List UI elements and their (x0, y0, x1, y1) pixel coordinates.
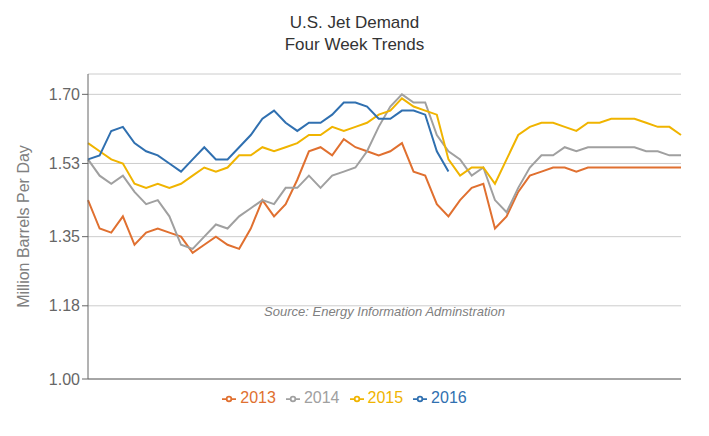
html-text:2015: 2015 (367, 389, 404, 406)
html-text:2016: 2016 (431, 389, 467, 406)
svg-text:1.53: 1.53 (49, 155, 80, 172)
html-text:2014: 2014 (303, 389, 340, 406)
html-text:2013: 2013 (240, 389, 276, 406)
svg-text:1.70: 1.70 (49, 86, 80, 103)
html-text:U.S. Jet Demand Four Week Tren: U.S. Jet Demand Four Week Trends (284, 13, 425, 54)
svg-text:1.35: 1.35 (49, 228, 80, 245)
html-text:Source: Energy Information Adm: Source: Energy Information Adminstration (264, 303, 505, 319)
svg-text:Million Barrels Per Day: Million Barrels Per Day (15, 145, 32, 308)
svg-text:1.18: 1.18 (49, 297, 80, 314)
svg-text:1.00: 1.00 (49, 371, 80, 388)
